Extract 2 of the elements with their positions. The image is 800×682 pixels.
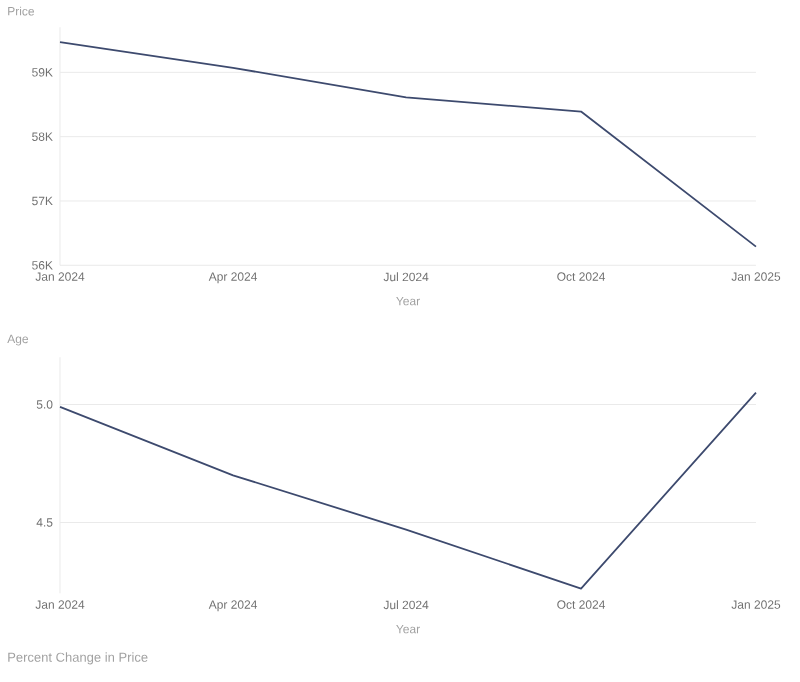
line-series bbox=[59, 392, 757, 590]
line-series bbox=[59, 41, 757, 248]
